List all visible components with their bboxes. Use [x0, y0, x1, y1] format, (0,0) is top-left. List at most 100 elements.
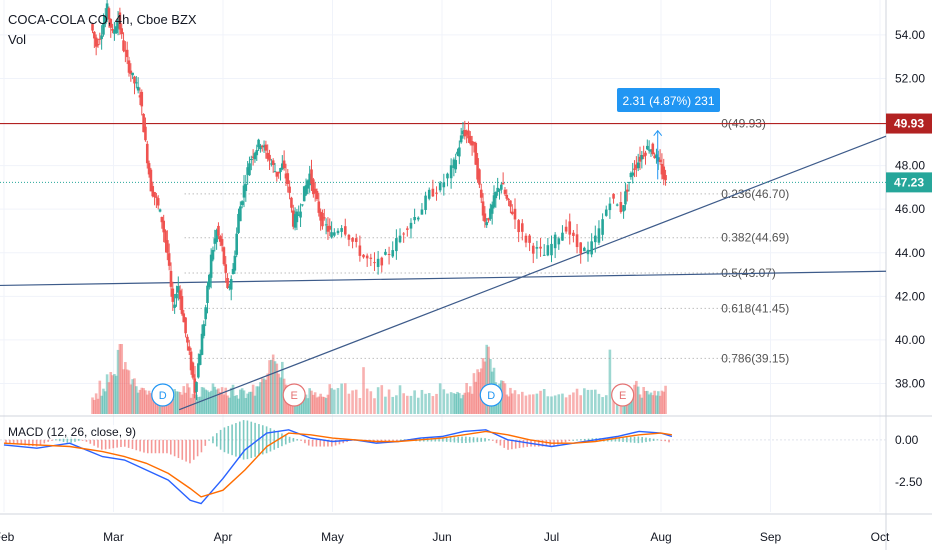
candle-body — [644, 152, 647, 156]
volume-bar — [330, 388, 333, 414]
volume-bar — [195, 394, 198, 414]
volume-bar — [461, 394, 465, 414]
event-marker-label: E — [291, 390, 298, 402]
macd-histogram-bar — [580, 439, 582, 441]
candle-body — [333, 232, 336, 236]
macd-histogram-bar — [645, 437, 647, 443]
volume-bar — [465, 383, 468, 414]
volume-bar — [271, 354, 275, 414]
candle-body — [175, 293, 178, 299]
candle-body — [270, 163, 273, 165]
macd-label: MACD (12, 26, close, 9) — [8, 425, 137, 439]
macd-histogram-bar — [495, 439, 498, 444]
macd-histogram-bar — [568, 439, 571, 441]
volume-bar — [304, 394, 308, 414]
volume-bar — [111, 375, 114, 414]
candle-body — [633, 168, 636, 170]
current-price-tag — [886, 172, 932, 193]
candle-body — [160, 216, 164, 223]
macd-histogram-bar — [135, 439, 138, 451]
volume-bar — [507, 396, 510, 414]
macd-histogram-bar — [660, 439, 663, 441]
candle-body — [122, 40, 125, 51]
candle-body — [336, 230, 340, 234]
macd-histogram-bar — [261, 425, 264, 455]
volume-bar — [546, 396, 550, 414]
macd-histogram-bar — [162, 439, 164, 454]
trend-lines[interactable] — [0, 122, 887, 411]
volume-bar — [468, 386, 472, 414]
candle-body — [193, 378, 197, 393]
macd-histogram-bar — [334, 439, 337, 446]
volume-bar — [124, 362, 127, 414]
volume-bar — [135, 386, 138, 414]
candle-body — [229, 279, 233, 290]
candle-body — [301, 204, 304, 206]
candle-body — [640, 155, 644, 160]
volume-bar — [510, 393, 514, 414]
macd-histogram-bar — [139, 439, 141, 452]
candle-body — [503, 189, 507, 195]
candle-body — [116, 18, 120, 29]
volume-bar — [244, 398, 248, 414]
time-tick-label: Feb — [0, 530, 15, 544]
candles — [91, 0, 667, 400]
horizontal-trendline — [0, 270, 887, 287]
macd-histogram-bar — [20, 439, 23, 445]
volume-bar — [118, 344, 122, 414]
candle-body — [476, 158, 479, 180]
volume-bar — [120, 344, 124, 414]
macd-histogram-bar — [557, 439, 559, 445]
volume-bar — [202, 387, 206, 414]
macd-histogram-bar — [66, 436, 69, 443]
volume-bar — [481, 358, 485, 414]
candle-body — [197, 363, 200, 378]
candle-body — [498, 189, 501, 191]
volume-bar — [145, 394, 149, 414]
macd-histogram-bar — [537, 439, 540, 447]
measure-tool[interactable]: 2.31 (4.87%) 231 — [617, 88, 720, 180]
candle-body — [158, 209, 162, 212]
macd-histogram-bar — [189, 439, 191, 464]
candle-body — [153, 191, 156, 198]
candle-body — [376, 258, 380, 267]
candle-body — [369, 257, 373, 259]
candle-body — [465, 130, 468, 135]
volume-bar — [442, 389, 446, 414]
time-tick-label: Apr — [214, 530, 233, 544]
candle-body — [597, 228, 601, 243]
time-tick-label: Jul — [544, 530, 559, 544]
volume-bar — [142, 388, 145, 414]
volume-bar — [402, 393, 405, 414]
macd-histogram-bar — [392, 439, 394, 441]
candle-body — [138, 95, 142, 98]
volume-bar — [102, 388, 105, 414]
candle-body — [535, 247, 539, 249]
price-tick-label: 52.00 — [895, 71, 925, 85]
volume-bar — [299, 398, 302, 414]
candle-body — [572, 232, 575, 236]
candle-body — [402, 233, 405, 235]
candle-body — [91, 24, 94, 31]
candle-body — [231, 268, 235, 275]
macd-histogram-bar — [208, 439, 210, 441]
candle-body — [233, 255, 237, 271]
candle-body — [658, 159, 662, 163]
event-marker-label: D — [159, 390, 167, 402]
macd-histogram-bar — [269, 428, 272, 452]
volume-bar — [226, 395, 229, 414]
macd-histogram-bar — [445, 437, 448, 442]
macd-histogram-bar — [610, 438, 613, 442]
macd-histogram-bar — [55, 439, 57, 441]
candle-body — [240, 201, 244, 205]
fib-retracement[interactable]: 0(49.93)0.236(46.70)0.382(44.69)0.5(43.0… — [184, 117, 790, 366]
candle-body — [304, 185, 308, 195]
volume-bar — [647, 394, 651, 414]
candle-body — [373, 262, 376, 264]
volume-bar — [310, 390, 313, 414]
volume-bar — [107, 382, 111, 414]
candle-body — [306, 180, 310, 189]
